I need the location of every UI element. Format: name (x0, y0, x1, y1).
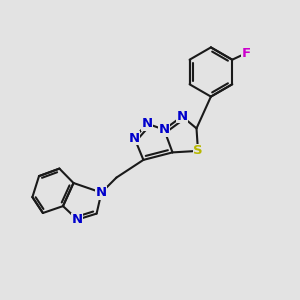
Text: F: F (242, 46, 251, 60)
Text: N: N (72, 213, 83, 226)
Text: N: N (158, 123, 170, 136)
Text: N: N (96, 186, 107, 199)
Text: N: N (129, 131, 140, 145)
Text: N: N (141, 117, 153, 130)
Text: N: N (176, 110, 188, 123)
Text: S: S (193, 144, 203, 158)
